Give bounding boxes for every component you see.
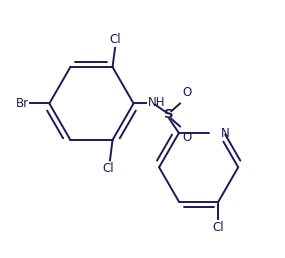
- Text: O: O: [183, 131, 192, 144]
- Text: Cl: Cl: [109, 33, 121, 46]
- Text: Cl: Cl: [103, 162, 115, 175]
- Text: N: N: [221, 126, 229, 140]
- Text: S: S: [164, 108, 174, 122]
- Text: Br: Br: [16, 97, 29, 110]
- Text: Cl: Cl: [213, 221, 224, 235]
- Text: O: O: [183, 86, 192, 99]
- Text: NH: NH: [148, 96, 166, 109]
